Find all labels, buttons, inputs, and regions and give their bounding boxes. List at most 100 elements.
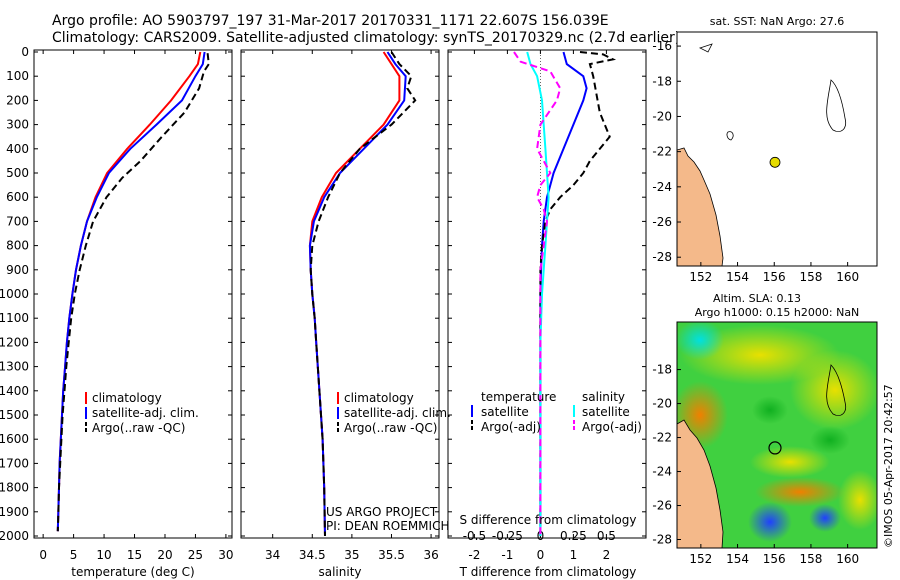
series-argo — [56, 53, 210, 532]
sla-map-panel: Altim. SLA: 0.13 Argo h1000: 0.15 h2000:… — [652, 292, 895, 566]
series-argo — [309, 51, 417, 537]
depth-tick-label: 1400 — [0, 384, 29, 398]
x-tick-label: 5 — [70, 548, 78, 562]
legend-sat-label: satellite-adj. clim. — [344, 406, 451, 420]
depth-tick-label: 1200 — [0, 335, 29, 349]
x-tick-label: 30 — [218, 548, 233, 562]
temperature-panel: 0100200300400500600700800900100011001200… — [0, 45, 234, 579]
temperature-x-axis: 0 5 10 15 20 25 30 — [39, 50, 234, 562]
temperature-diff-legend: temperature satellite Argo(-adj) — [471, 390, 556, 434]
argo-float-marker — [769, 156, 781, 168]
lat-tick-label: -22 — [652, 145, 672, 159]
lat-tick-label: -16 — [652, 39, 672, 53]
sla-map-land — [677, 419, 724, 548]
x-tick-label: -1 — [501, 548, 513, 562]
s-diff-tick-label: 0.25 — [560, 529, 587, 543]
lat-tick-label: -24 — [652, 180, 672, 194]
sla-anomaly — [838, 470, 877, 530]
series-climatology — [56, 51, 202, 532]
salinity-diff-legend: salinity satellite Argo(-adj) — [573, 390, 642, 434]
salinity-xlabel: salinity — [318, 565, 361, 579]
depth-tick-label: 200 — [6, 93, 29, 107]
sla-map-title-2: Argo h1000: 0.15 h2000: NaN — [695, 306, 860, 319]
lat-tick-label: -26 — [652, 215, 672, 229]
sla-anomaly — [809, 504, 841, 532]
depth-tick-label: 900 — [6, 263, 29, 277]
depth-tick-label: 1500 — [0, 408, 29, 422]
legend-argo-label: Argo(..raw -QC) — [92, 421, 185, 435]
lon-tick-label: 156 — [763, 270, 786, 284]
difference-frame — [447, 49, 647, 539]
sla-heatmap — [677, 322, 877, 548]
depth-tick-label: 1100 — [0, 311, 29, 325]
sla-map-frame — [676, 321, 878, 549]
sla-anomaly — [750, 446, 830, 478]
lat-tick-label: -18 — [652, 363, 672, 377]
sla-map-axes: 152 154 156 158 160 -18 -20 -22 -24 -26 -28 — [652, 363, 859, 566]
depth-tick-label: 400 — [6, 142, 29, 156]
salinity-frame — [240, 49, 440, 539]
sla-anomaly — [755, 477, 845, 507]
depth-tick-label: 100 — [6, 69, 29, 83]
x-tick-label: -2 — [468, 548, 480, 562]
series-satellite — [56, 51, 206, 532]
x-tick-label: 25 — [188, 548, 203, 562]
sla-anomaly — [752, 396, 788, 424]
header-title: Argo profile: AO 5903797_197 31-Mar-2017… — [52, 13, 609, 29]
series-s-argo — [513, 51, 562, 536]
depth-axis: 0 100 200 300 400 500 600 700 800 900 1000 1100 1200… — [0, 45, 232, 543]
legend-t-sat-label: satellite — [481, 405, 529, 419]
x-tick-label: 34.5 — [299, 548, 326, 562]
lon-tick-label: 160 — [836, 270, 859, 284]
legend-t-title: temperature — [481, 390, 556, 404]
sst-map-frame — [676, 31, 878, 267]
depth-tick-label: 1800 — [0, 481, 29, 495]
temperature-frame — [33, 49, 233, 539]
sla-map-reef — [826, 364, 847, 416]
x-tick-label: 1 — [570, 548, 578, 562]
lon-tick-label: 158 — [799, 270, 822, 284]
difference-panel: -2 -1 0 1 2-0.5 -0.25 0 0.25 0.5 temperature sat… — [447, 49, 647, 579]
salinity-y-ticks — [241, 51, 439, 537]
sst-map-axes: 152 154 156 158 160 -16 -18 -20 -22 -24 -26 -28 — [652, 39, 859, 284]
legend-argo-label: Argo(..raw -QC) — [344, 421, 437, 435]
depth-tick-label: 300 — [6, 118, 29, 132]
salinity-x-axis: 34 34.5 35 35.5 36 — [265, 50, 439, 562]
sst-map-panel: sat. SST: NaN Argo: 27.6 152 154 156 158 160… — [652, 15, 878, 284]
depth-tick-label: 1900 — [0, 505, 29, 519]
depth-tick-label: 2000 — [0, 529, 29, 543]
lat-tick-label: -18 — [652, 74, 672, 88]
depth-tick-label: 500 — [6, 166, 29, 180]
sst-map-island — [698, 43, 713, 53]
series-t-satellite — [539, 51, 588, 536]
lat-tick-label: -20 — [652, 397, 672, 411]
legend-s-title: salinity — [582, 390, 625, 404]
x-tick-label: 0 — [39, 548, 47, 562]
x-tick-label: 34 — [265, 548, 280, 562]
lat-tick-label: -20 — [652, 109, 672, 123]
series-t-argo — [539, 51, 617, 536]
difference-series — [513, 51, 617, 536]
header-subtitle: Climatology: CARS2009. Satellite-adjuste… — [52, 30, 680, 46]
salinity-legend: climatology satellite-adj. clim. Argo(..… — [337, 391, 451, 435]
s-diff-tick-label: -0.25 — [492, 529, 523, 543]
temperature-series — [56, 51, 210, 532]
x-tick-label: 10 — [96, 548, 111, 562]
sst-map-reef — [826, 79, 847, 132]
lat-tick-label: -28 — [652, 250, 672, 264]
sla-anomaly — [677, 322, 724, 360]
lat-tick-label: -28 — [652, 533, 672, 547]
lon-tick-label: 154 — [726, 552, 749, 566]
credit-project: US ARGO PROJECT — [326, 505, 438, 519]
temperature-legend: climatology satellite-adj. clim. Argo(..… — [85, 391, 199, 435]
legend-s-sat-label: satellite — [582, 405, 630, 419]
s-diff-tick-label: -0.5 — [463, 529, 486, 543]
x-tick-label: 35.5 — [378, 548, 405, 562]
x-tick-label: 20 — [157, 548, 172, 562]
sla-anomaly — [790, 350, 877, 430]
x-tick-label: 2 — [603, 548, 611, 562]
depth-tick-label: 800 — [6, 239, 29, 253]
credit-pi: PI: DEAN ROEMMICH — [326, 519, 449, 533]
difference-x-axis: -2 -1 0 1 2-0.5 -0.25 0 0.25 0.5 — [463, 50, 616, 562]
